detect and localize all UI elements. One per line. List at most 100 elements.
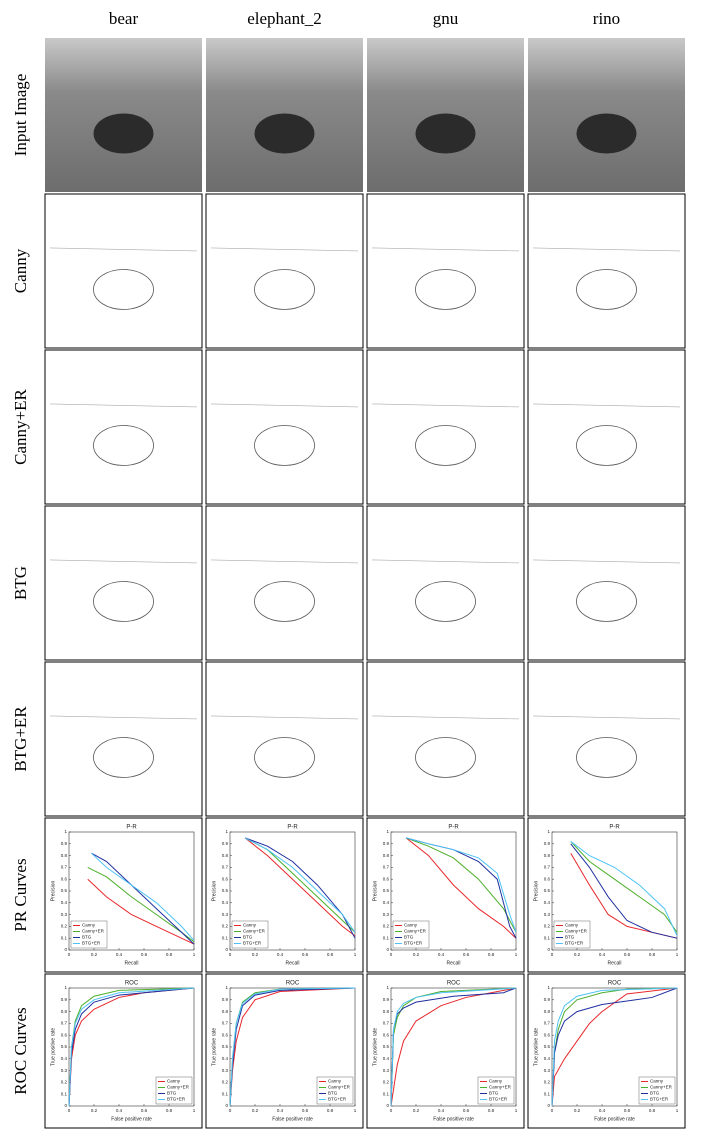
row-label: BTG+ER: [11, 706, 30, 772]
y-tick-label: 0.2: [222, 1080, 229, 1085]
y-tick-label: 0.4: [383, 900, 390, 905]
y-tick-label: 0.4: [222, 900, 229, 905]
legend-label: Canny: [565, 923, 579, 928]
y-tick-label: 0.1: [383, 935, 390, 940]
x-tick-label: 0.4: [599, 1108, 606, 1113]
legend-label: Canny: [489, 1079, 503, 1084]
y-tick-label: 0.9: [222, 997, 229, 1002]
y-tick-label: 0.1: [61, 935, 68, 940]
chart-title: ROC: [608, 981, 622, 987]
y-tick-label: 0.2: [61, 1080, 68, 1085]
legend-label: BTG: [167, 1091, 177, 1096]
y-tick-label: 0.6: [383, 876, 390, 881]
y-tick-label: 0.3: [383, 1068, 390, 1073]
x-tick-label: 0.2: [252, 1108, 259, 1113]
edge-map: [367, 350, 524, 504]
y-tick-label: 0.7: [222, 1021, 229, 1026]
y-tick-label: 0.1: [222, 1091, 229, 1096]
edge-map: [206, 194, 363, 348]
y-tick-label: 0.6: [544, 1032, 551, 1037]
legend-label: Canny+ER: [565, 929, 588, 934]
y-tick-label: 0.1: [383, 1091, 390, 1096]
y-tick-label: 0.5: [61, 888, 68, 893]
legend-label: BTG+ER: [489, 1097, 508, 1102]
legend-label: BTG: [82, 935, 92, 940]
y-tick-label: 0.8: [222, 1009, 229, 1014]
x-tick-label: 0.4: [277, 1108, 284, 1113]
y-tick-label: 0.8: [383, 1009, 390, 1014]
edge-map: [528, 662, 685, 816]
y-tick-label: 0.5: [383, 1044, 390, 1049]
y-tick-label: 0.8: [383, 853, 390, 858]
row-label: Canny+ER: [11, 388, 30, 464]
x-tick-label: 0.4: [277, 952, 284, 957]
y-tick-label: 0.4: [544, 1056, 551, 1061]
y-tick-label: 0.2: [61, 924, 68, 929]
legend-label: BTG+ER: [243, 941, 262, 946]
y-tick-label: 0.1: [222, 935, 229, 940]
y-tick-label: 0.9: [544, 997, 551, 1002]
legend-label: Canny: [243, 923, 257, 928]
y-tick-label: 0.5: [61, 1044, 68, 1049]
legend-label: Canny: [650, 1079, 664, 1084]
x-tick-label: 0.2: [574, 952, 581, 957]
legend-label: BTG: [489, 1091, 499, 1096]
y-tick-label: 0.9: [383, 841, 390, 846]
x-tick-label: 0.4: [438, 1108, 445, 1113]
x-axis-label: Recall: [125, 960, 139, 966]
column-label: gnu: [433, 9, 459, 28]
legend-label: Canny+ER: [167, 1085, 190, 1090]
y-axis-label: Precision: [533, 881, 539, 902]
y-tick-label: 0.4: [383, 1056, 390, 1061]
x-tick-label: 0.4: [116, 1108, 123, 1113]
chart-title: ROC: [125, 981, 139, 987]
x-axis-label: False positive rate: [272, 1116, 313, 1122]
legend-label: BTG+ER: [167, 1097, 186, 1102]
legend-label: Canny+ER: [404, 929, 427, 934]
y-tick-label: 0.3: [222, 912, 229, 917]
y-tick-label: 0.1: [544, 1091, 551, 1096]
y-tick-label: 0.6: [61, 1032, 68, 1037]
y-tick-label: 0.9: [61, 997, 68, 1002]
edge-map: [528, 350, 685, 504]
x-axis-label: False positive rate: [433, 1116, 474, 1122]
x-tick-label: 0.2: [252, 952, 259, 957]
y-tick-label: 0.8: [544, 1009, 551, 1014]
y-tick-label: 0.7: [383, 865, 390, 870]
chart-title: P-R: [126, 825, 137, 831]
legend-label: BTG: [650, 1091, 660, 1096]
column-label: rino: [593, 9, 620, 28]
chart-title: ROC: [286, 981, 300, 987]
legend-label: BTG+ER: [565, 941, 584, 946]
y-tick-label: 0.6: [222, 876, 229, 881]
legend-label: Canny+ER: [489, 1085, 512, 1090]
y-tick-label: 0.1: [544, 935, 551, 940]
y-tick-label: 0.9: [544, 841, 551, 846]
x-tick-label: 0.6: [302, 952, 309, 957]
y-tick-label: 0.7: [61, 1021, 68, 1026]
edge-map: [206, 350, 363, 504]
y-tick-label: 0.4: [61, 1056, 68, 1061]
x-tick-label: 0.8: [166, 952, 173, 957]
y-tick-label: 0.5: [544, 888, 551, 893]
x-tick-label: 0.2: [413, 952, 420, 957]
edge-map: [367, 662, 524, 816]
y-tick-label: 0.8: [61, 853, 68, 858]
edge-map: [528, 194, 685, 348]
y-tick-label: 0.4: [544, 900, 551, 905]
x-tick-label: 0.4: [438, 952, 445, 957]
legend-label: Canny: [167, 1079, 181, 1084]
y-tick-label: 0.9: [61, 841, 68, 846]
edge-map: [45, 350, 202, 504]
x-tick-label: 0.6: [463, 1108, 470, 1113]
y-tick-label: 0.7: [222, 865, 229, 870]
y-tick-label: 0.5: [544, 1044, 551, 1049]
y-tick-label: 0.3: [383, 912, 390, 917]
x-tick-label: 0.6: [141, 952, 148, 957]
row-label: PR Curves: [11, 858, 30, 931]
x-tick-label: 0.8: [488, 952, 495, 957]
row-label: Canny: [11, 248, 30, 293]
y-tick-label: 0.6: [61, 876, 68, 881]
y-tick-label: 0.3: [544, 1068, 551, 1073]
x-tick-label: 0.8: [649, 1108, 656, 1113]
